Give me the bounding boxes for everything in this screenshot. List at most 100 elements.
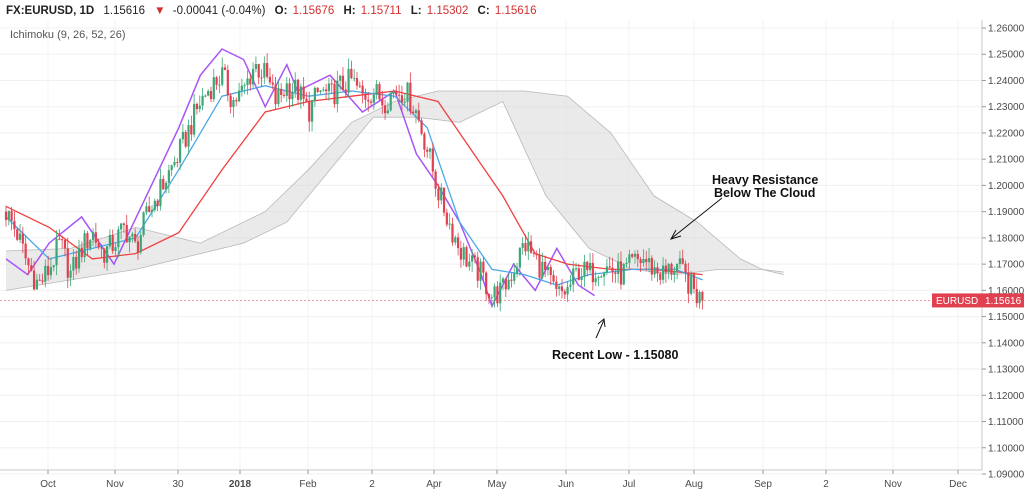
y-tick-label: 1.25000 — [988, 50, 1024, 61]
candle-body — [325, 89, 328, 92]
cloud-upper-line — [5, 90, 784, 273]
candle-body — [52, 265, 55, 268]
candle-body — [327, 83, 331, 92]
candle — [355, 71, 359, 90]
candle — [207, 89, 210, 97]
candle — [535, 250, 538, 260]
candle — [204, 94, 207, 98]
candle — [541, 252, 544, 280]
candle-body — [299, 86, 302, 100]
candle — [221, 57, 224, 87]
candle — [18, 224, 22, 243]
candle-body — [383, 105, 387, 114]
candle-body — [66, 248, 69, 278]
candle — [625, 257, 628, 268]
candle — [229, 93, 232, 114]
candle — [35, 273, 38, 291]
candle — [381, 90, 384, 114]
candle-body — [597, 276, 600, 279]
candle — [24, 235, 27, 266]
candle-body — [414, 110, 418, 114]
open-key: O: — [275, 5, 288, 17]
candle — [195, 102, 199, 115]
candle-body — [355, 78, 359, 86]
candle — [94, 222, 97, 248]
candle — [232, 97, 235, 118]
candle — [670, 262, 673, 281]
candle-body — [549, 266, 552, 276]
time-axis[interactable]: Oct Nov 30 2018 Feb 2 Apr May Jun Jul Aug Sep 2 Nov De… — [40, 470, 967, 490]
candle — [454, 235, 457, 246]
candle-body — [100, 247, 103, 249]
indicator-label[interactable]: Ichimoku (9, 26, 52, 26) — [10, 29, 126, 41]
candle-body — [527, 241, 530, 252]
candle-body — [111, 235, 114, 251]
candle-body — [75, 256, 78, 269]
candle-body — [27, 258, 30, 266]
candle-body — [136, 241, 140, 253]
candle-body — [319, 90, 322, 92]
candle — [150, 205, 154, 218]
candle — [291, 82, 294, 107]
candle-body — [440, 187, 443, 201]
candle — [636, 249, 639, 268]
candle-body — [378, 84, 381, 100]
candle-body — [80, 247, 83, 258]
candle — [499, 274, 502, 312]
candle — [187, 119, 190, 155]
candle-body — [125, 224, 128, 243]
candle — [30, 258, 33, 272]
candle — [412, 105, 415, 115]
candle — [325, 83, 328, 99]
candle — [431, 143, 434, 177]
candle — [442, 187, 446, 217]
candle — [350, 60, 353, 80]
candle — [266, 53, 269, 80]
candle-body — [412, 111, 415, 114]
candle — [650, 255, 653, 281]
candle-body — [572, 268, 575, 285]
candle — [406, 81, 409, 112]
candle-body — [603, 272, 606, 277]
candle-body — [375, 84, 378, 95]
candle — [676, 263, 679, 280]
candle — [252, 62, 255, 88]
candle-body — [490, 297, 493, 299]
candle — [566, 280, 569, 302]
candle-body — [209, 91, 213, 100]
price-axis[interactable]: 1.26000 1.25000 1.24000 1.23000 1.22000 1.210… — [982, 24, 1024, 481]
candle-body — [642, 259, 645, 264]
candle — [243, 82, 246, 95]
price-tag-value: 1.15616 — [985, 296, 1022, 307]
candle-body — [176, 161, 179, 163]
candle — [353, 69, 356, 82]
candle — [215, 76, 218, 90]
candle-body — [667, 263, 670, 273]
candle-body — [518, 247, 521, 268]
candle-body — [63, 239, 67, 249]
candle — [308, 91, 311, 132]
candle-body — [496, 286, 499, 304]
candle-body — [493, 286, 496, 298]
candle-body — [678, 258, 682, 265]
candle — [198, 95, 201, 113]
candle — [386, 102, 389, 115]
candle-body — [193, 103, 196, 135]
y-tick-label: 1.19000 — [988, 207, 1024, 218]
candle — [647, 247, 651, 273]
candle-body — [336, 80, 339, 105]
candle-body — [487, 294, 491, 299]
candle-body — [156, 200, 159, 207]
candle-body — [139, 235, 142, 253]
candle — [372, 88, 375, 110]
candle-body — [456, 237, 460, 249]
last-price-label: 1.15616 — [103, 5, 145, 17]
candle — [327, 77, 331, 101]
candle-body — [605, 266, 609, 273]
candle-body — [94, 232, 97, 243]
candle — [608, 256, 611, 270]
candle — [400, 85, 404, 112]
candle — [13, 211, 16, 237]
candle — [114, 243, 117, 258]
candles-layer — [4, 53, 704, 312]
